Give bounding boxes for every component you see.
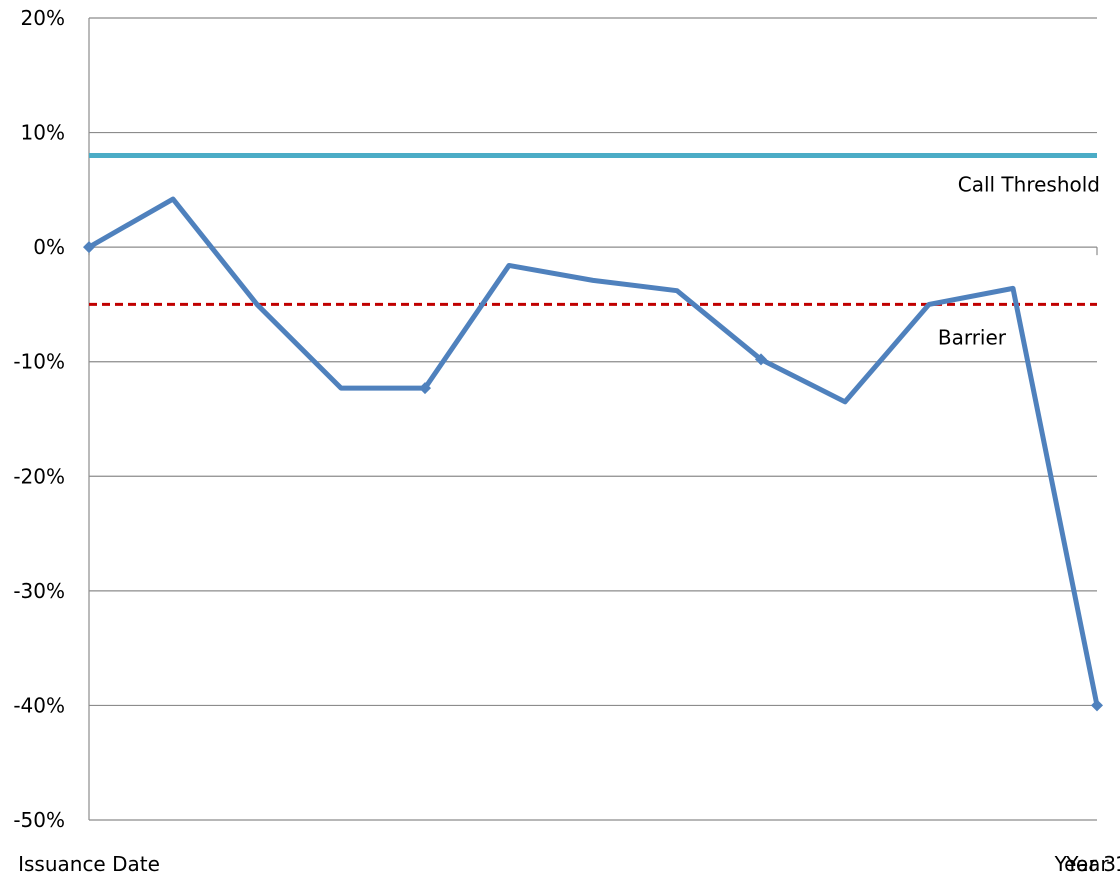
data-point [1091, 699, 1103, 712]
x-tick-label: Issuance Date [18, 852, 160, 876]
series-line [86, 196, 1100, 708]
tick-labels: 20% 10% 0% -10% -20% -30% -40% -50% Issuance Dat… [13, 6, 1120, 876]
axes [88, 18, 1098, 820]
y-tick-label: -10% [13, 350, 65, 374]
reference-line-label: Barrier [938, 325, 1007, 349]
y-tick-label: -20% [13, 464, 65, 488]
x-tick-label: Year 1 [1065, 852, 1120, 876]
reference-line-label: Call Threshold [958, 172, 1100, 196]
gridlines [89, 17, 1097, 821]
data-point [419, 382, 431, 395]
y-tick-label: -40% [13, 693, 65, 717]
y-tick-label: -50% [13, 808, 65, 832]
y-tick-label: 0% [33, 235, 65, 259]
x-tick-label: Year 3 [1054, 852, 1116, 876]
y-tick-label: 10% [21, 121, 65, 145]
y-tick-label: -30% [13, 579, 65, 603]
data-point [755, 353, 767, 366]
series-group [83, 196, 1103, 712]
data-point [83, 241, 95, 254]
y-tick-label: 20% [21, 6, 65, 30]
